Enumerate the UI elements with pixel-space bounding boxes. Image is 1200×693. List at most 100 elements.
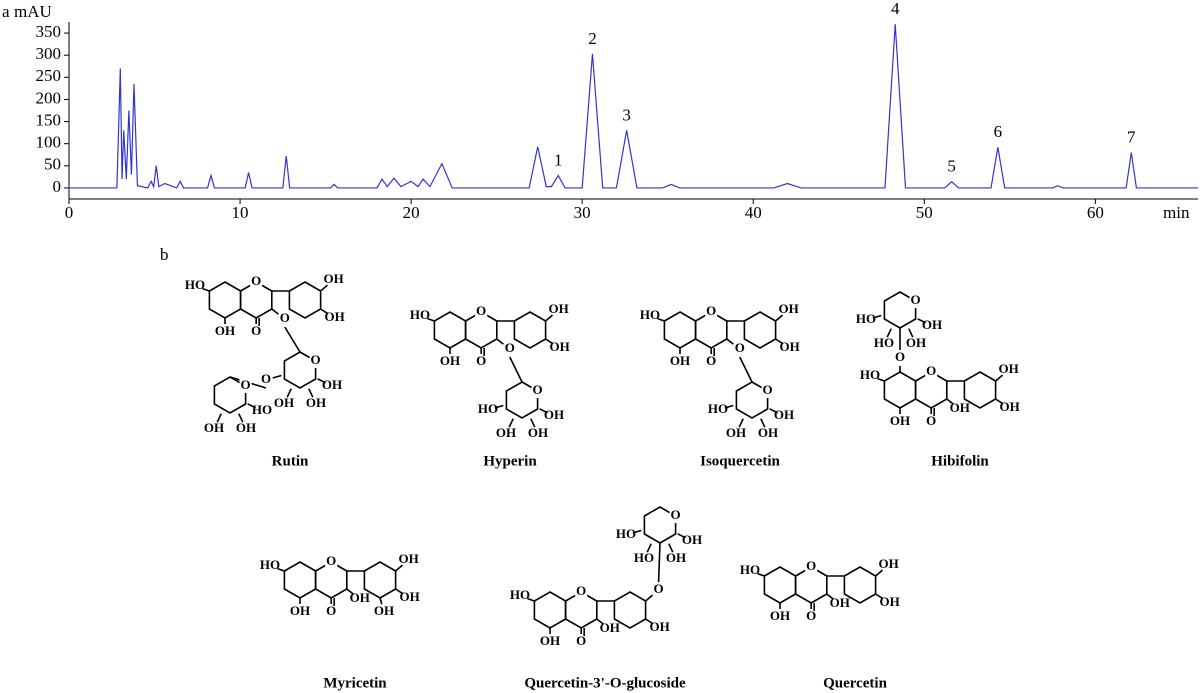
atom-label: OH (440, 353, 460, 368)
atom-label: OH (549, 339, 569, 354)
atom-label: O (895, 349, 905, 364)
compound-name: Rutin (272, 453, 309, 469)
ring (283, 561, 317, 599)
bond (739, 356, 753, 383)
bond (826, 593, 834, 600)
atom-label: O (261, 371, 271, 386)
panel-label: b (160, 245, 169, 264)
atom-label: OH (323, 271, 343, 286)
atom-label: OH (770, 608, 790, 623)
atom-label: OH (778, 301, 798, 316)
atom-label: OH (290, 603, 310, 618)
x-tick-label: 60 (1087, 203, 1104, 222)
panel-label: a (2, 2, 10, 21)
label-bg (250, 275, 263, 289)
atom-label: OH (830, 595, 850, 610)
compound-name: Hibifolin (931, 453, 989, 469)
atom-label: OH (322, 377, 342, 392)
atom-label: O (926, 363, 936, 378)
y-tick-label: 150 (36, 110, 62, 129)
bond (946, 398, 954, 405)
bond (886, 328, 892, 338)
y-tick-label: 350 (36, 22, 62, 41)
bond (632, 529, 642, 534)
atom-label: O (326, 553, 336, 568)
atom-label: O (576, 583, 586, 598)
atom-label: O (763, 382, 773, 397)
label-bg (669, 509, 682, 523)
bond (395, 588, 404, 595)
y-tick-label: 250 (36, 66, 62, 85)
label-bg (575, 585, 588, 599)
atom-label: OH (324, 309, 344, 324)
compound-name: Quercetin-3'-O-glucoside (524, 675, 686, 691)
atom-label: OH (758, 425, 778, 440)
bond (238, 413, 244, 423)
atom-label: O (505, 340, 515, 355)
atom-label: OH (779, 339, 799, 354)
atom-label: HO (410, 307, 430, 322)
bond (496, 338, 504, 345)
y-axis-label: mAU (14, 2, 52, 21)
atom-label: OH (600, 620, 620, 635)
bond (317, 378, 326, 384)
bond (277, 567, 285, 572)
compound-name: Quercetin (823, 675, 888, 691)
atom-label: OH (398, 551, 418, 566)
x-tick-label: 50 (916, 203, 933, 222)
atom-label: HO (634, 550, 654, 565)
atom-label: O (806, 608, 816, 623)
bond (509, 356, 523, 383)
bond (320, 308, 329, 315)
y-tick-label: 300 (36, 44, 62, 63)
compound-name: Myricetin (323, 675, 387, 691)
ring (513, 311, 547, 349)
atom-label: OH (726, 425, 746, 440)
bond (646, 543, 652, 553)
bond (775, 314, 783, 322)
bond (875, 569, 883, 577)
bond (530, 418, 536, 428)
atom-label: OH (374, 603, 394, 618)
atom-label: OH (950, 400, 970, 415)
atom-label: HO (740, 562, 760, 577)
bond (284, 326, 301, 353)
bond (760, 418, 766, 428)
bond (508, 418, 514, 428)
ring (533, 591, 567, 629)
atom-label: OH (215, 323, 235, 338)
ring (763, 566, 797, 604)
bond (395, 564, 403, 572)
bond (917, 318, 926, 324)
atom-label: O (476, 353, 486, 368)
bond (769, 408, 778, 414)
x-tick-label: 40 (745, 203, 762, 222)
bond (757, 572, 765, 577)
atom-label: HO (708, 401, 728, 416)
bond (202, 287, 210, 292)
label-bg (925, 365, 938, 379)
atom-label: OH (548, 301, 568, 316)
atom-label: O (280, 310, 290, 325)
ring (743, 311, 777, 349)
atom-label: HO (478, 401, 498, 416)
atom-label: OH (998, 361, 1018, 376)
atom-label: OH (204, 420, 224, 435)
peak-label: 6 (994, 122, 1003, 141)
y-tick-label: 100 (36, 133, 62, 152)
bond (872, 314, 882, 319)
atom-label: OH (399, 589, 419, 604)
atom-label: O (735, 340, 745, 355)
label-bg (239, 379, 252, 393)
atom-label: HO (874, 335, 894, 350)
bond (346, 588, 354, 595)
label-bg (309, 354, 322, 368)
ring (663, 311, 697, 349)
chromatogram-line (69, 24, 1198, 189)
bond (995, 374, 1003, 382)
ring (433, 311, 467, 349)
label-bg (325, 555, 338, 569)
ring (208, 281, 242, 319)
atom-label: HO (616, 526, 636, 541)
bond (645, 594, 653, 602)
